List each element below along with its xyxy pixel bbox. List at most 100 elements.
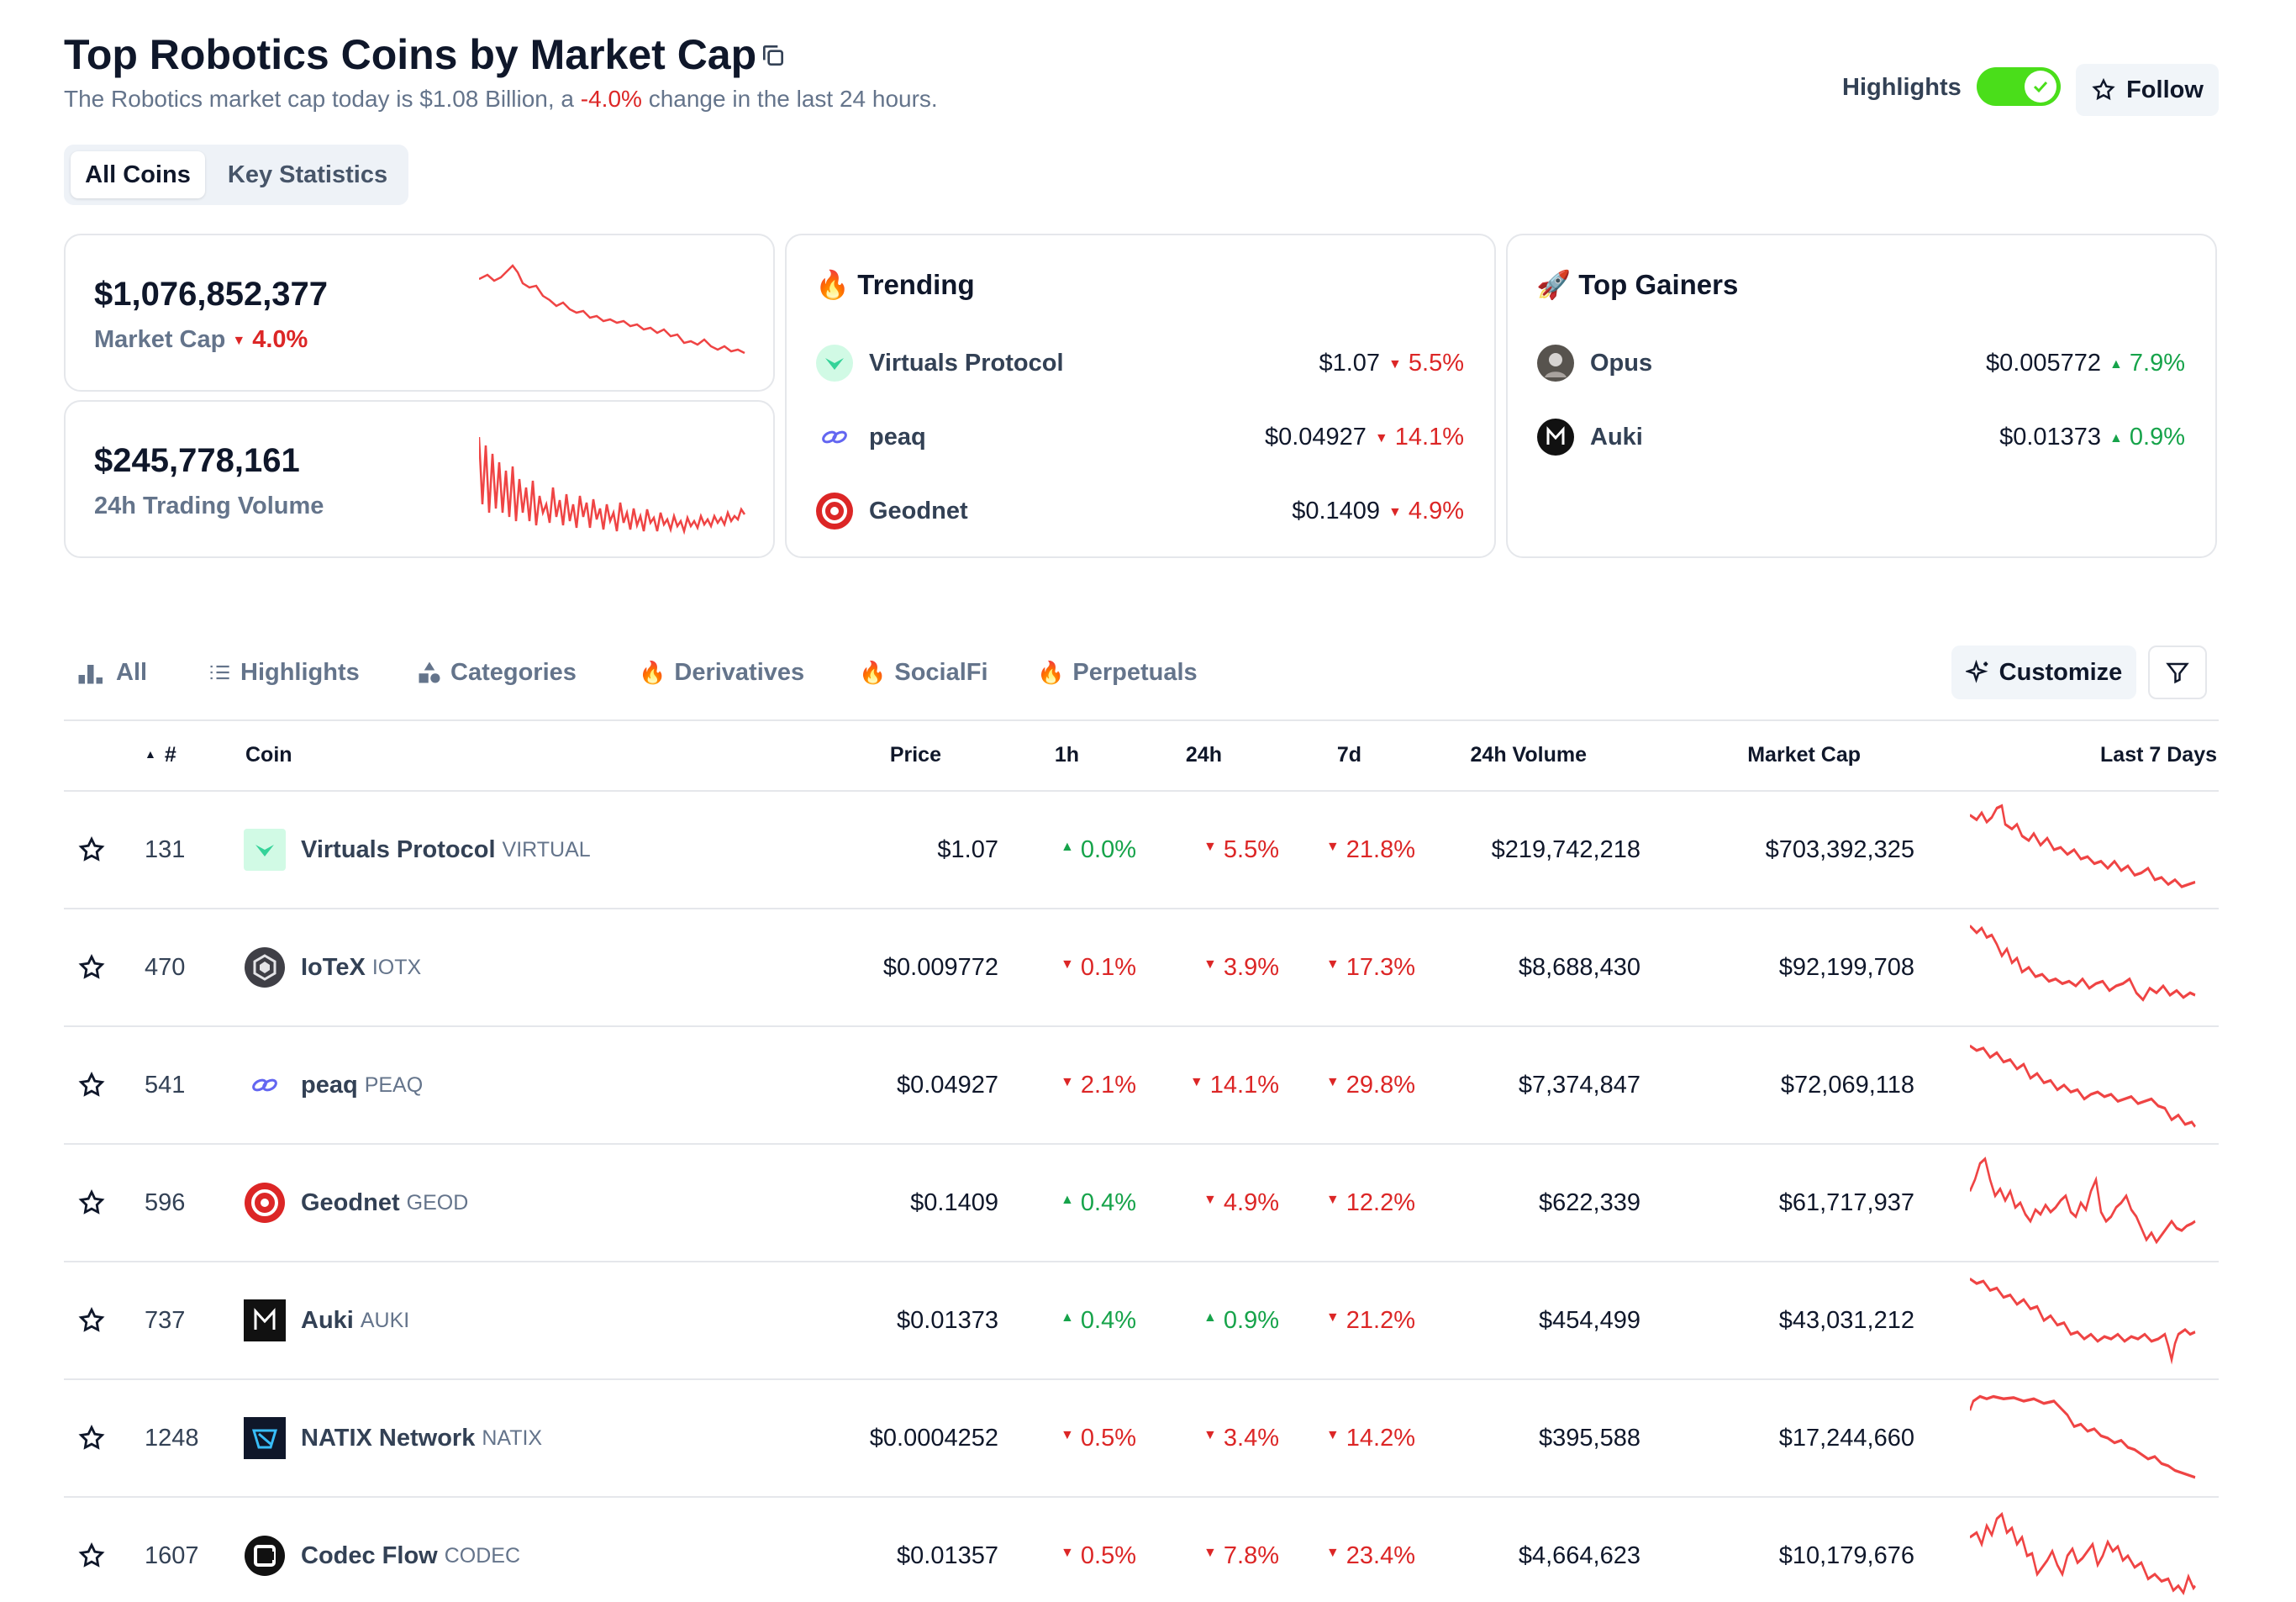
customize-button[interactable]: Customize [1951,646,2136,699]
coin-volume: $7,374,847 [1518,1071,1640,1099]
coin-rank: 596 [145,1188,186,1216]
bar-chart-icon [78,665,103,684]
coin-cell[interactable]: Codec Flow CODEC [244,1498,520,1602]
coin-name[interactable]: NATIX Network [301,1424,476,1452]
coin-cell[interactable]: Virtuals Protocol VIRTUAL [244,792,591,908]
list-icon [210,665,229,680]
filter-tab-highlights[interactable]: Highlights [207,652,360,693]
change-24h: 7.8% [1203,1498,1279,1602]
opus-logo [1537,345,1574,382]
coin-rank: 470 [145,953,186,981]
filter-tab-socialfi[interactable]: 🔥 SocialFi [859,658,988,686]
trending-item[interactable]: peaq $0.04927 14.1% [815,415,1464,459]
coin-name[interactable]: Virtuals Protocol [301,835,496,863]
coin-cell[interactable]: NATIX Network NATIX [244,1380,542,1496]
follow-button[interactable]: Follow [2076,64,2219,116]
col-volume-header[interactable]: 24h Volume [1470,743,1587,767]
coin-volume: $395,588 [1539,1424,1640,1452]
favorite-star-icon[interactable] [77,1380,111,1496]
highlights-toggle[interactable] [1977,67,2061,106]
coin-cell[interactable]: Geodnet GEOD [244,1145,468,1261]
filter-tab-all[interactable]: All [77,652,147,693]
codec-flow-logo [244,1535,286,1577]
coin-cell[interactable]: IoTeX IOTX [244,909,421,1025]
col-market-cap-header[interactable]: Market Cap [1747,743,1861,767]
coin-volume: $454,499 [1539,1306,1640,1334]
table-divider [64,1025,2219,1027]
table-divider [64,908,2219,909]
change-1h: 0.4% [1061,1145,1136,1261]
table-divider [64,1261,2219,1262]
favorite-star-icon[interactable] [77,1145,111,1261]
coin-sparkline [1970,1380,2197,1496]
coin-rank: 737 [145,1306,186,1334]
favorite-star-icon[interactable] [77,792,111,908]
trending-item[interactable]: Geodnet $0.1409 4.9% [815,489,1464,533]
favorite-star-icon[interactable] [77,909,111,1025]
copy-icon[interactable] [760,42,787,69]
favorite-star-icon[interactable] [77,1262,111,1378]
subtitle-change: -4.0% [580,86,642,112]
coin-sparkline [1970,1027,2197,1143]
trending-item[interactable]: Virtuals Protocol $1.07 5.5% [815,341,1464,385]
col-rank-header[interactable]: ▲ # [145,743,176,767]
fire-icon: 🔥 [815,269,850,300]
filter-tab-derivatives[interactable]: 🔥 Derivatives [639,658,805,686]
coin-rank: 541 [145,1071,186,1099]
col-7d-header[interactable]: 7d [1336,743,1361,767]
market-cap-card: $1,076,852,377 Market Cap 4.0% [64,234,775,392]
coin-price: $0.01357 [897,1541,998,1569]
page-title: Top Robotics Coins by Market Cap [64,31,757,78]
gainer-item[interactable]: Auki $0.01373 0.9% [1536,415,2185,459]
market-cap-change: 4.0% [232,326,308,353]
coin-symbol: CODEC [444,1543,521,1568]
coin-name[interactable]: Auki [301,1306,354,1334]
tab-all-coins[interactable]: All Coins [71,151,205,198]
favorite-star-icon[interactable] [77,1498,111,1602]
filter-tab-perpetuals[interactable]: 🔥 Perpetuals [1037,658,1198,686]
col-24h-header[interactable]: 24h [1185,743,1222,767]
change-24h: 3.4% [1203,1380,1279,1496]
col-coin-header[interactable]: Coin [245,743,292,767]
col-1h-header[interactable]: 1h [1054,743,1079,767]
virtuals-protocol-logo [816,345,853,382]
top-gainers-card: 🚀 Top Gainers Opus $0.005772 7.9% Auki $… [1506,234,2217,558]
coin-symbol: AUKI [360,1308,410,1332]
coin-name[interactable]: IoTeX [301,953,366,981]
market-cap-value: $1,076,852,377 [94,276,329,313]
change-7d: 23.4% [1326,1498,1415,1602]
coin-market-cap: $92,199,708 [1778,953,1914,981]
peaq-logo [244,1064,286,1106]
peaq-logo [822,430,847,444]
market-cap-label: Market Cap 4.0% [94,326,308,354]
virtuals-protocol-logo [244,829,286,871]
coin-symbol: PEAQ [364,1072,424,1097]
col-price-header[interactable]: Price [889,743,941,767]
coin-volume: $4,664,623 [1518,1541,1640,1569]
coin-cell[interactable]: Auki AUKI [244,1262,409,1378]
coin-name[interactable]: peaq [301,1071,358,1099]
coin-price: $0.009772 [882,953,998,981]
gainer-item[interactable]: Opus $0.005772 7.9% [1536,341,2185,385]
fire-icon: 🔥 [1037,659,1065,685]
favorite-star-icon[interactable] [77,1027,111,1143]
tab-key-statistics[interactable]: Key Statistics [227,161,388,188]
filter-tab-categories[interactable]: Categories [417,652,577,693]
coin-cell[interactable]: peaq PEAQ [244,1027,423,1143]
coin-name[interactable]: Geodnet [301,1188,400,1216]
coin-name[interactable]: Codec Flow [301,1541,438,1569]
change-7d: 12.2% [1326,1145,1415,1261]
filter-button[interactable] [2148,646,2207,699]
table-divider [64,790,2219,792]
coin-sparkline [1970,792,2197,908]
coin-rank: 1248 [145,1424,199,1452]
coin-market-cap: $10,179,676 [1778,1541,1914,1569]
coin-market-cap: $43,031,212 [1778,1306,1914,1334]
